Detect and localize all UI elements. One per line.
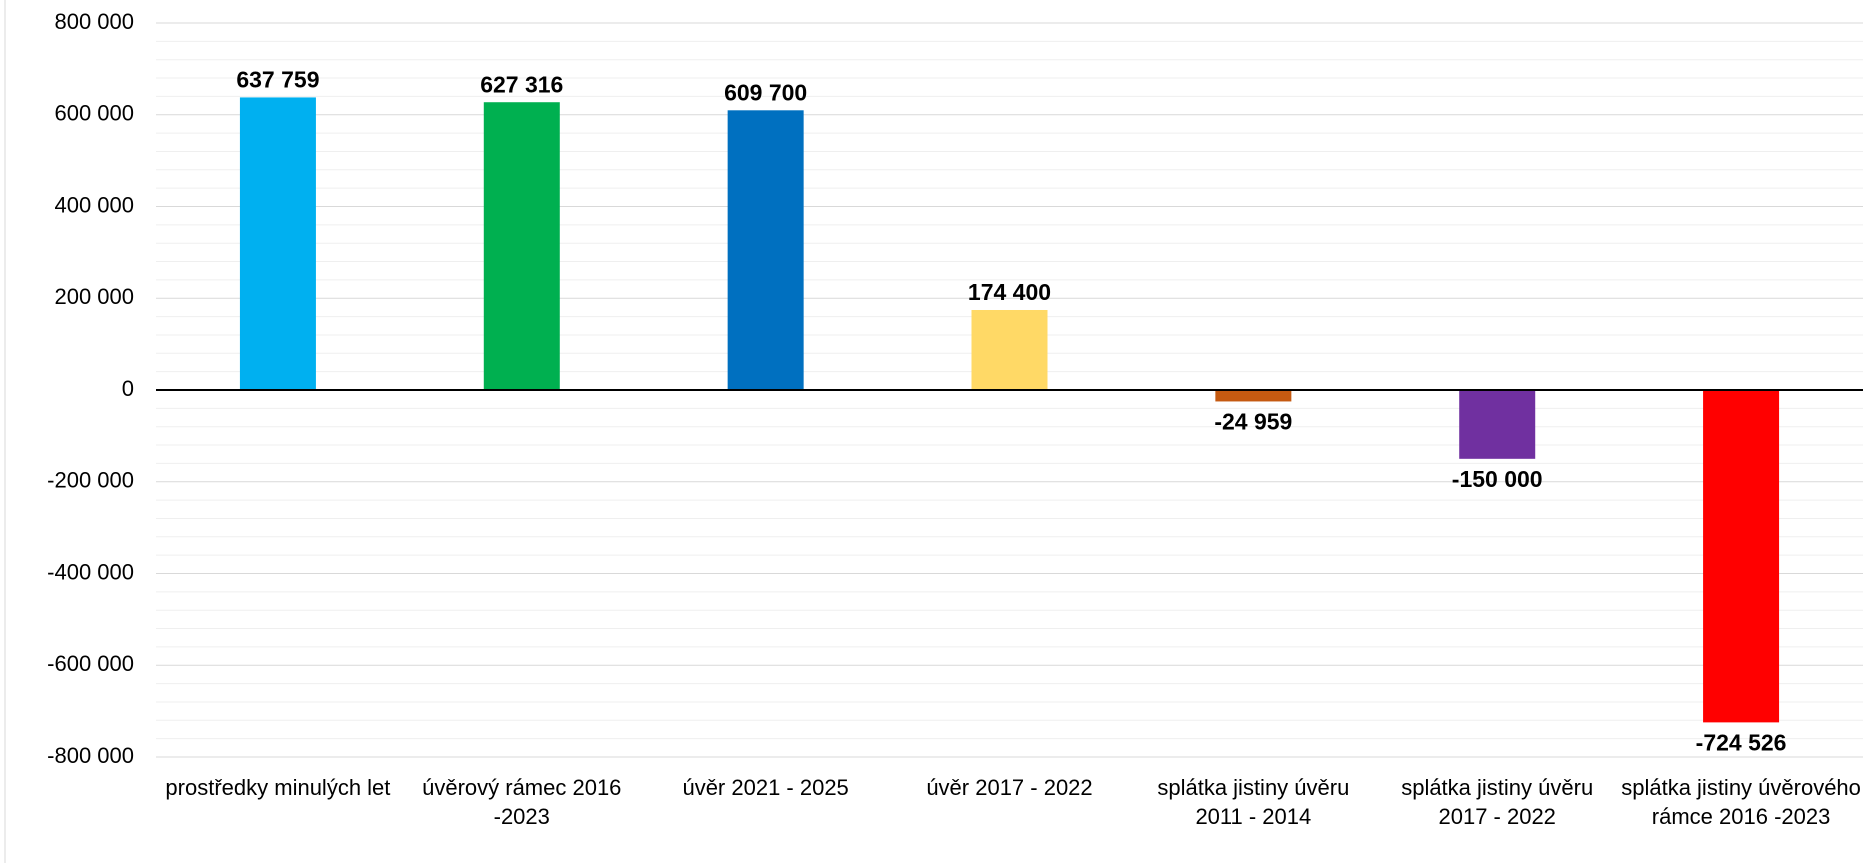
data-label: 174 400: [968, 279, 1051, 305]
x-tick-label: úvěr 2017 - 2022: [926, 775, 1093, 800]
bar: [1215, 390, 1292, 402]
x-tick-label: prostředky minulých let: [165, 775, 391, 800]
bar: [1459, 390, 1536, 459]
data-label: 609 700: [724, 79, 807, 105]
y-tick-label: 400 000: [54, 192, 134, 217]
x-tick-label: splátka jistiny úvěrového rámce 2016 -20…: [1621, 775, 1861, 829]
data-label: 627 316: [480, 71, 563, 97]
y-tick-label: -200 000: [47, 468, 134, 493]
y-tick-label: 800 000: [54, 9, 134, 34]
data-label: -24 959: [1214, 409, 1292, 435]
x-tick-label: splátka jistiny úvěru 2017 - 2022: [1401, 775, 1594, 829]
y-tick-label: -800 000: [47, 743, 134, 768]
y-tick-label: 600 000: [54, 101, 134, 126]
y-tick-label: 0: [122, 376, 134, 401]
y-tick-label: -600 000: [47, 651, 134, 676]
x-tick-label: splátka jistiny úvěru 2011 - 2014: [1157, 775, 1350, 829]
x-tick-label: úvěr 2021 - 2025: [682, 775, 849, 800]
bar: [971, 309, 1048, 390]
bar: [727, 110, 804, 391]
bar: [1703, 390, 1780, 723]
data-label: -724 526: [1696, 729, 1787, 755]
y-tick-label: 200 000: [54, 284, 134, 309]
data-label: 637 759: [236, 67, 319, 93]
x-tick-label: úvěrový rámec 2016 -2023: [422, 775, 622, 829]
bar: [483, 102, 560, 391]
y-tick-label: -400 000: [47, 559, 134, 584]
data-label: -150 000: [1452, 466, 1543, 492]
bar: [239, 97, 316, 390]
